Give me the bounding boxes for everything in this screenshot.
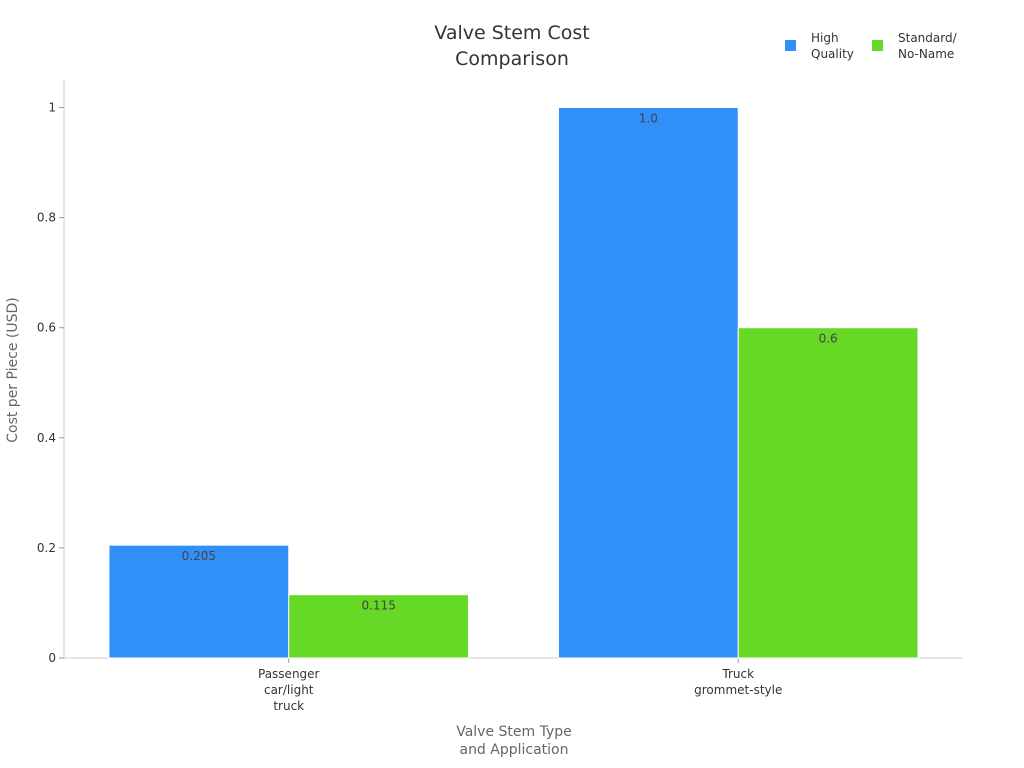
- bar: [288, 594, 470, 659]
- legend-label: Standard/No-Name: [898, 31, 958, 61]
- x-tick-label: Truck grommet-style: [694, 667, 782, 697]
- y-tick-label: 1: [48, 100, 56, 114]
- value-label: 0.115: [361, 598, 395, 612]
- chart-title: Valve Stem Cost Comparison: [434, 22, 589, 70]
- bar: [557, 107, 739, 659]
- legend-swatch: [872, 40, 883, 51]
- value-label: 0.205: [182, 549, 216, 563]
- x-axis-title: Valve Stem Type and Application: [456, 724, 572, 758]
- y-tick-label: 0.6: [37, 320, 56, 334]
- y-tick-label: 0.4: [37, 430, 56, 444]
- y-tick-label: 0.2: [37, 540, 56, 554]
- value-label: 0.6: [819, 331, 838, 345]
- y-tick-label: 0: [48, 651, 56, 665]
- value-label: 1.0: [639, 111, 658, 125]
- y-axis-title: Cost per Piece (USD): [5, 297, 21, 443]
- legend-label: High Quality: [811, 31, 854, 61]
- y-tick-label: 0.8: [37, 210, 56, 224]
- bar: [737, 327, 919, 659]
- legend-swatch: [785, 40, 796, 51]
- x-tick-label: Passenger car/light truck: [258, 667, 320, 713]
